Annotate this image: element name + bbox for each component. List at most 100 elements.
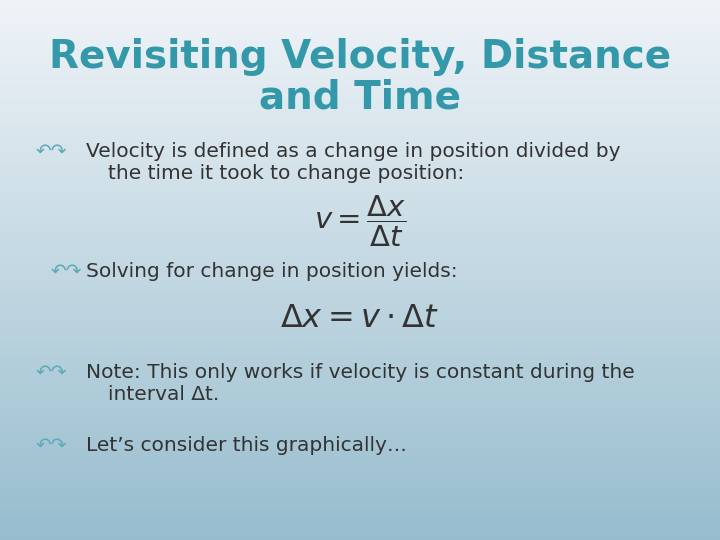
Bar: [0, 362, 720, 364]
Bar: [0, 240, 720, 243]
Bar: [0, 265, 720, 267]
Bar: [0, 157, 720, 159]
Bar: [0, 329, 720, 332]
Text: $\Delta x = v \cdot \Delta t$: $\Delta x = v \cdot \Delta t$: [281, 303, 439, 334]
Bar: [0, 416, 720, 418]
Bar: [0, 251, 720, 254]
Bar: [0, 254, 720, 256]
Bar: [0, 327, 720, 329]
Bar: [0, 532, 720, 535]
Bar: [0, 113, 720, 116]
Bar: [0, 197, 720, 200]
Bar: [0, 497, 720, 500]
Bar: [0, 248, 720, 251]
Bar: [0, 108, 720, 111]
Bar: [0, 286, 720, 289]
Bar: [0, 524, 720, 526]
Bar: [0, 221, 720, 224]
Bar: [0, 119, 720, 122]
Bar: [0, 84, 720, 86]
Bar: [0, 262, 720, 265]
Bar: [0, 435, 720, 437]
Bar: [0, 332, 720, 335]
Bar: [0, 81, 720, 84]
Bar: [0, 35, 720, 38]
Bar: [0, 146, 720, 148]
Bar: [0, 238, 720, 240]
Bar: [0, 243, 720, 246]
Bar: [0, 481, 720, 483]
Bar: [0, 8, 720, 11]
Bar: [0, 165, 720, 167]
Bar: [0, 70, 720, 73]
Bar: [0, 292, 720, 294]
Bar: [0, 386, 720, 389]
Bar: [0, 351, 720, 354]
Text: Revisiting Velocity, Distance: Revisiting Velocity, Distance: [49, 38, 671, 76]
Bar: [0, 256, 720, 259]
Bar: [0, 529, 720, 532]
Bar: [0, 181, 720, 184]
Bar: [0, 219, 720, 221]
Bar: [0, 451, 720, 454]
Text: ↶↷: ↶↷: [36, 141, 68, 161]
Bar: [0, 205, 720, 208]
Bar: [0, 408, 720, 410]
Bar: [0, 94, 720, 97]
Bar: [0, 27, 720, 30]
Text: $v = \dfrac{\Delta x}{\Delta t}$: $v = \dfrac{\Delta x}{\Delta t}$: [314, 194, 406, 249]
Bar: [0, 489, 720, 491]
Bar: [0, 51, 720, 54]
Bar: [0, 281, 720, 284]
Bar: [0, 464, 720, 467]
Bar: [0, 405, 720, 408]
Bar: [0, 383, 720, 386]
Bar: [0, 294, 720, 297]
Bar: [0, 54, 720, 57]
Bar: [0, 505, 720, 508]
Bar: [0, 284, 720, 286]
Bar: [0, 138, 720, 140]
Bar: [0, 462, 720, 464]
Bar: [0, 167, 720, 170]
Bar: [0, 43, 720, 46]
Bar: [0, 32, 720, 35]
Bar: [0, 232, 720, 235]
Bar: [0, 354, 720, 356]
Bar: [0, 467, 720, 470]
Bar: [0, 76, 720, 78]
Bar: [0, 440, 720, 443]
Bar: [0, 235, 720, 238]
Text: Solving for change in position yields:: Solving for change in position yields:: [86, 262, 458, 281]
Bar: [0, 500, 720, 502]
Bar: [0, 224, 720, 227]
Bar: [0, 443, 720, 445]
Bar: [0, 526, 720, 529]
Bar: [0, 30, 720, 32]
Bar: [0, 259, 720, 262]
Bar: [0, 211, 720, 213]
Bar: [0, 194, 720, 197]
Bar: [0, 227, 720, 229]
Bar: [0, 343, 720, 346]
Bar: [0, 246, 720, 248]
Bar: [0, 510, 720, 513]
Bar: [0, 267, 720, 270]
Bar: [0, 40, 720, 43]
Bar: [0, 402, 720, 405]
Bar: [0, 475, 720, 478]
Bar: [0, 305, 720, 308]
Bar: [0, 178, 720, 181]
Bar: [0, 308, 720, 310]
Bar: [0, 57, 720, 59]
Bar: [0, 189, 720, 192]
Text: and Time: and Time: [259, 78, 461, 116]
Bar: [0, 143, 720, 146]
Bar: [0, 310, 720, 313]
Bar: [0, 502, 720, 505]
Bar: [0, 392, 720, 394]
Bar: [0, 302, 720, 305]
Bar: [0, 478, 720, 481]
Bar: [0, 65, 720, 68]
Bar: [0, 68, 720, 70]
